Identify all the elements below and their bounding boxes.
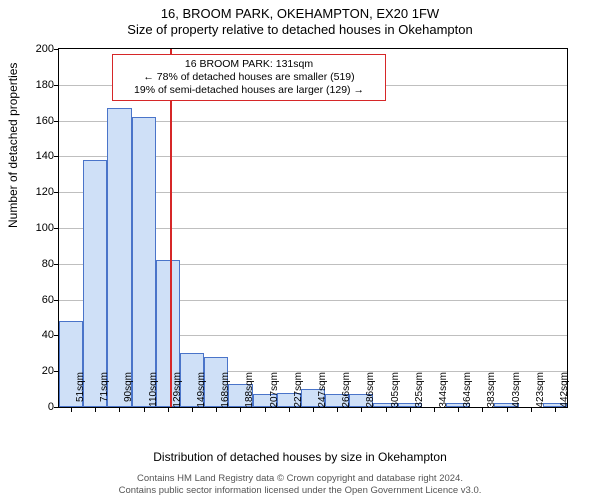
x-tick-mark — [434, 408, 435, 412]
y-tick-label: 0 — [14, 401, 54, 413]
x-tick-mark — [192, 408, 193, 412]
y-tick-label: 160 — [14, 115, 54, 127]
x-tick-mark — [458, 408, 459, 412]
y-tick-label: 20 — [14, 365, 54, 377]
x-tick-mark — [482, 408, 483, 412]
chart-title: 16, BROOM PARK, OKEHAMPTON, EX20 1FW Siz… — [0, 0, 600, 39]
annotation-box: 16 BROOM PARK: 131sqm ← 78% of detached … — [112, 54, 386, 101]
annotation-line2: ← 78% of detached houses are smaller (51… — [119, 71, 379, 84]
title-line2: Size of property relative to detached ho… — [0, 22, 600, 38]
x-tick-mark — [95, 408, 96, 412]
y-tick-label: 140 — [14, 150, 54, 162]
y-tick-mark — [54, 264, 58, 265]
x-tick-label: 71sqm — [99, 372, 110, 412]
y-tick-label: 100 — [14, 222, 54, 234]
title-line1: 16, BROOM PARK, OKEHAMPTON, EX20 1FW — [0, 6, 600, 22]
y-tick-mark — [54, 407, 58, 408]
x-tick-label: 188sqm — [244, 372, 255, 412]
x-tick-label: 110sqm — [148, 372, 159, 412]
x-tick-mark — [144, 408, 145, 412]
x-tick-mark — [168, 408, 169, 412]
y-tick-mark — [54, 49, 58, 50]
x-tick-label: 383sqm — [486, 372, 497, 412]
histogram-bar — [107, 108, 131, 407]
x-tick-label: 344sqm — [438, 372, 449, 412]
footer-line1: Contains HM Land Registry data © Crown c… — [0, 473, 600, 484]
y-tick-label: 40 — [14, 329, 54, 341]
y-tick-mark — [54, 371, 58, 372]
y-tick-mark — [54, 192, 58, 193]
x-tick-label: 403sqm — [511, 372, 522, 412]
x-tick-label: 90sqm — [123, 372, 134, 412]
y-tick-mark — [54, 156, 58, 157]
x-tick-mark — [313, 408, 314, 412]
x-tick-label: 227sqm — [293, 372, 304, 412]
x-tick-label: 325sqm — [414, 372, 425, 412]
y-tick-label: 80 — [14, 258, 54, 270]
x-tick-label: 266sqm — [341, 372, 352, 412]
x-tick-mark — [555, 408, 556, 412]
footer: Contains HM Land Registry data © Crown c… — [0, 473, 600, 496]
x-tick-label: 247sqm — [317, 372, 328, 412]
y-tick-mark — [54, 228, 58, 229]
x-tick-mark — [337, 408, 338, 412]
x-tick-label: 364sqm — [462, 372, 473, 412]
x-tick-mark — [507, 408, 508, 412]
x-tick-mark — [386, 408, 387, 412]
x-tick-mark — [119, 408, 120, 412]
y-tick-mark — [54, 85, 58, 86]
x-tick-mark — [410, 408, 411, 412]
x-tick-label: 423sqm — [535, 372, 546, 412]
histogram-bar — [132, 117, 156, 407]
x-tick-label: 305sqm — [390, 372, 401, 412]
x-tick-label: 51sqm — [75, 372, 86, 412]
reference-line — [170, 49, 172, 407]
y-tick-mark — [54, 121, 58, 122]
y-tick-mark — [54, 300, 58, 301]
annotation-line1: 16 BROOM PARK: 131sqm — [119, 58, 379, 71]
x-tick-mark — [216, 408, 217, 412]
x-tick-mark — [361, 408, 362, 412]
x-axis-label: Distribution of detached houses by size … — [0, 450, 600, 464]
y-tick-mark — [54, 335, 58, 336]
x-tick-mark — [71, 408, 72, 412]
plot-area — [58, 48, 568, 408]
x-tick-label: 149sqm — [196, 372, 207, 412]
x-tick-mark — [289, 408, 290, 412]
x-tick-mark — [265, 408, 266, 412]
y-tick-label: 120 — [14, 186, 54, 198]
x-tick-label: 286sqm — [365, 372, 376, 412]
y-tick-label: 60 — [14, 294, 54, 306]
x-tick-label: 168sqm — [220, 372, 231, 412]
x-tick-label: 129sqm — [172, 372, 183, 412]
annotation-line3: 19% of semi-detached houses are larger (… — [119, 84, 379, 97]
x-tick-mark — [240, 408, 241, 412]
footer-line2: Contains public sector information licen… — [0, 485, 600, 496]
y-tick-label: 200 — [14, 43, 54, 55]
y-tick-label: 180 — [14, 79, 54, 91]
x-tick-label: 442sqm — [559, 372, 570, 412]
x-tick-mark — [531, 408, 532, 412]
x-tick-label: 207sqm — [269, 372, 280, 412]
histogram-bar — [83, 160, 107, 407]
